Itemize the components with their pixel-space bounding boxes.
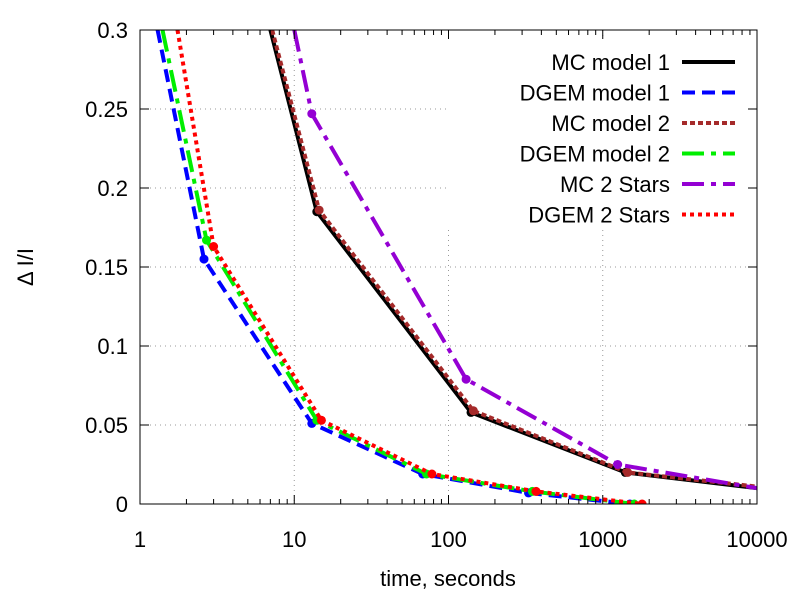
- legend: MC model 1 DGEM model 1 MC model 2 DGEM mod…: [448, 40, 748, 230]
- legend-item: MC model 1: [551, 50, 735, 75]
- legend-label: DGEM model 2: [520, 142, 670, 167]
- x-tick-label: 1: [134, 527, 146, 552]
- data-point: [307, 109, 317, 119]
- legend-label: DGEM 2 Stars: [528, 203, 670, 228]
- legend-label: MC model 2: [551, 111, 670, 136]
- y-tick-label: 0: [116, 492, 128, 517]
- y-axis-label: Δ I/I: [13, 248, 38, 286]
- data-point: [461, 374, 471, 384]
- y-tick-label: 0.15: [85, 255, 128, 280]
- data-point: [427, 469, 437, 479]
- y-tick-label: 0.2: [97, 176, 128, 201]
- x-axis-label: time, seconds: [380, 566, 516, 591]
- legend-item: MC 2 Stars: [560, 172, 735, 197]
- series-6: [175, 30, 647, 504]
- series-line: [270, 30, 757, 489]
- data-point: [199, 254, 209, 264]
- grid: [140, 30, 757, 504]
- y-tick-label: 0.25: [85, 97, 128, 122]
- y-tick-label: 0.1: [97, 334, 128, 359]
- series-3: [270, 30, 757, 489]
- data-point: [637, 499, 647, 504]
- axis-ticks: 1 10 100 1000 10000 0 0.05 0.1 0.15 0.2 0.25 0.3: [85, 18, 787, 552]
- data-point: [316, 415, 326, 425]
- legend-label: MC model 1: [551, 50, 670, 75]
- legend-background: [448, 40, 748, 230]
- x-tick-label: 100: [430, 527, 467, 552]
- data-point: [202, 235, 211, 245]
- legend-label: MC 2 Stars: [560, 172, 670, 197]
- data-point: [531, 486, 541, 496]
- series-line: [155, 30, 631, 504]
- y-tick-label: 0.3: [97, 18, 128, 43]
- series-layer: [155, 30, 757, 504]
- x-tick-label: 1000: [578, 527, 627, 552]
- y-tick-label: 0.05: [85, 413, 128, 438]
- data-point: [613, 460, 623, 469]
- legend-item: DGEM model 2: [520, 142, 735, 167]
- data-point: [314, 205, 324, 215]
- x-tick-label: 10000: [726, 527, 787, 552]
- x-tick-label: 10: [282, 527, 306, 552]
- data-point: [468, 406, 478, 416]
- series-line: [292, 30, 757, 491]
- legend-label: DGEM model 1: [520, 81, 670, 106]
- legend-item: DGEM model 1: [520, 81, 735, 106]
- data-point: [209, 242, 219, 251]
- legend-item: MC model 2: [551, 111, 735, 136]
- series-5: [292, 30, 757, 491]
- data-point: [623, 467, 633, 477]
- legend-item: DGEM 2 Stars: [528, 203, 735, 228]
